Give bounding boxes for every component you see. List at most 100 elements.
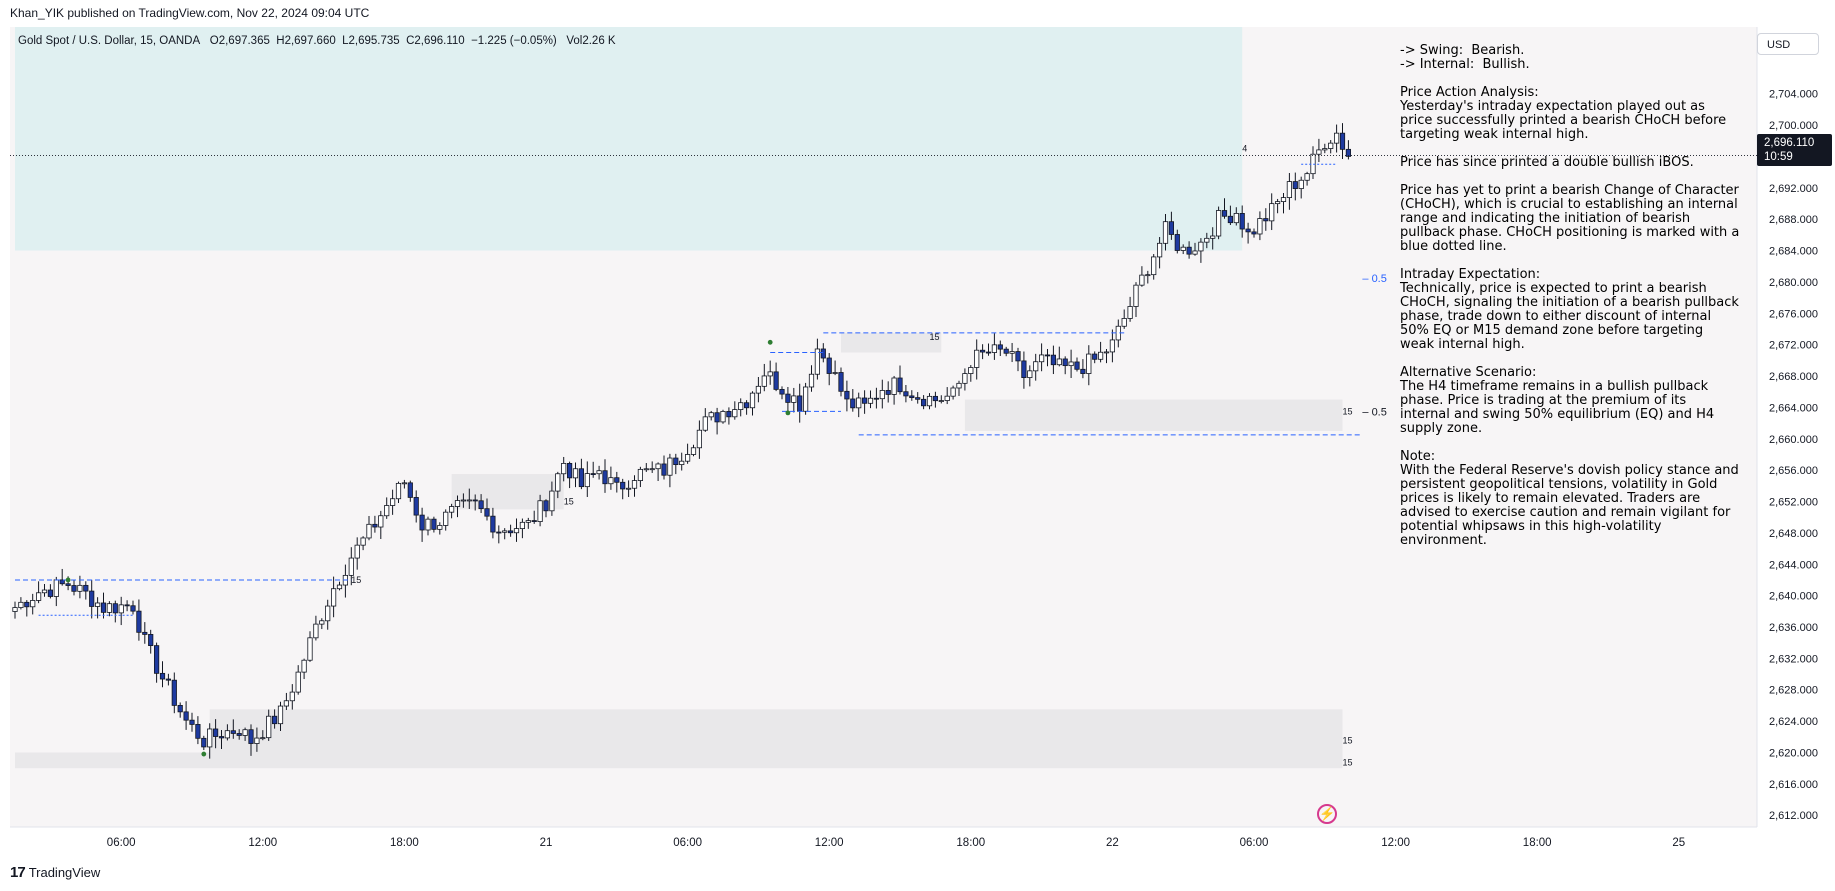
candle-up [1210,235,1216,239]
note-ie-title: Intraday Expectation: [1400,267,1541,282]
candle-down [1251,231,1257,235]
candle-down [1263,218,1269,222]
candle-down [201,737,207,748]
candle-down [921,398,927,407]
x-tick-label: 18:00 [956,837,985,849]
zone-label: 15 [1343,736,1353,746]
candle-up [454,500,461,507]
candle-up [803,386,809,412]
footer-logo[interactable]: 17 TradingView [10,864,100,881]
candle-down [897,377,903,393]
candle-down [419,514,425,531]
swing-point [65,577,71,583]
candle-up [254,737,260,744]
candle-up [301,659,307,673]
y-tick-label: 2,624.000 [1769,716,1818,728]
x-tick-label: 06:00 [1240,837,1269,849]
y-tick-label: 2,680.000 [1769,277,1818,289]
y-tick-label: 2,632.000 [1769,653,1818,665]
demand-zone [841,332,942,353]
candle-up [679,460,685,466]
candle-up [962,373,968,384]
candle-down [590,473,596,475]
candle-down [136,610,142,633]
candle-up [1334,132,1340,144]
candle-up [277,705,284,725]
price-chart[interactable]: 2,704.0002,700.0002,696.0002,692.0002,68… [10,27,1835,857]
candle-up [502,530,508,533]
x-tick-label: 25 [1672,837,1685,849]
candle-down [112,603,118,614]
x-tick-label: 22 [1106,837,1119,849]
candle-up [1103,351,1110,354]
candle-up [448,506,455,513]
candle-down [165,678,171,681]
y-tick-label: 2,640.000 [1769,591,1818,603]
candle-up [631,480,638,489]
swing-point [201,751,207,757]
candle-up [513,528,520,534]
candle-up [389,498,396,506]
candle-up [968,367,974,374]
zone-label: 15 [1343,758,1353,768]
demand-zone [209,709,1343,761]
candle-up [561,463,567,475]
candle-up [1204,237,1210,243]
candle-down [1092,353,1098,360]
chart-frame[interactable]: 2,704.0002,700.0002,696.0002,692.0002,68… [10,27,1835,857]
symbol-name[interactable]: Gold Spot / U.S. Dollar, 15, OANDA [18,35,201,47]
symbol-legend: Gold Spot / U.S. Dollar, 15, OANDA O2,69… [18,35,616,47]
candle-up [325,605,331,622]
candle-up [1304,173,1310,181]
y-tick-label: 2,692.000 [1769,183,1818,195]
candle-down [124,604,130,607]
y-tick-label: 2,620.000 [1769,747,1818,759]
candle-up [30,600,36,608]
candle-down [478,500,484,510]
candle-up [53,579,59,597]
candle-up [832,372,838,374]
candle-up [1056,358,1062,366]
y-tick-label: 2,628.000 [1769,685,1818,697]
candle-down [472,499,478,502]
candle-up [761,375,767,387]
candle-down [212,728,219,737]
candle-down [1021,360,1027,379]
y-tick-label: 2,684.000 [1769,246,1818,258]
note-note-title: Note: [1400,449,1436,464]
candle-down [1186,246,1192,255]
candle-up [1180,246,1186,251]
candle-down [1245,228,1251,233]
candle-down [785,393,791,403]
candle-up [41,589,48,594]
lightning-icon[interactable]: ⚡ [1317,804,1337,824]
x-tick-label: 06:00 [107,837,136,849]
candle-up [1098,351,1104,360]
candle-down [1239,213,1245,230]
candle-up [1162,221,1169,244]
candle-up [1192,250,1198,255]
candle-up [242,729,248,736]
candle-down [24,601,30,608]
bar-countdown: 10:59 [1764,151,1793,163]
candle-down [47,589,54,597]
candle-down [773,371,779,390]
candle-up [696,429,703,449]
ohlc-open: O2,697.365 [209,35,270,47]
candle-up [260,737,266,740]
candle-up [974,349,980,368]
candle-down [726,411,732,418]
candle-down [83,584,89,592]
currency-button[interactable]: USD [1757,33,1819,55]
note-alt-text: The H4 timeframe remains in a bullish pu… [1400,379,1719,436]
y-tick-label: 2,660.000 [1769,434,1818,446]
candle-up [466,499,472,502]
candle-down [909,395,915,399]
candle-down [862,397,868,404]
zone-label: 4 [1242,144,1247,154]
eq-label: – 0.5 [1362,406,1386,418]
candle-up [808,373,815,388]
candle-down [248,729,254,744]
candle-up [525,520,531,523]
tradingview-logo-icon: 17 [10,864,26,881]
